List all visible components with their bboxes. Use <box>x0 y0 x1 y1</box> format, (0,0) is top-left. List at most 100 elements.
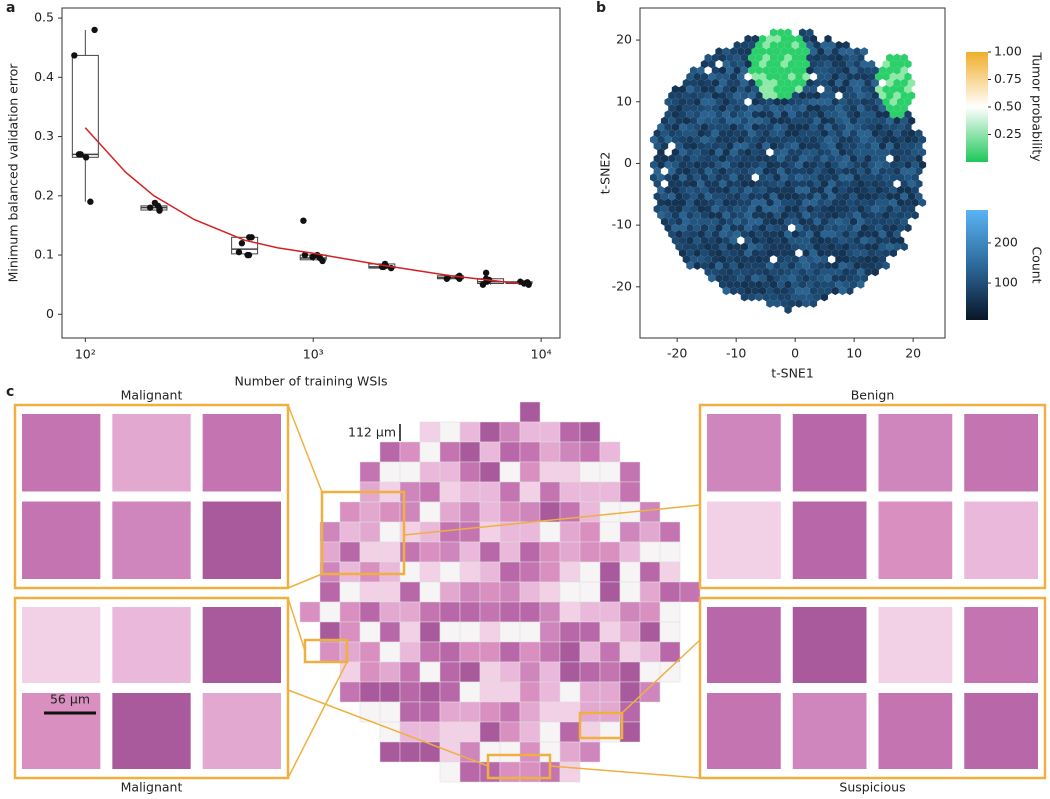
mosaic-tile <box>639 561 661 583</box>
hexbin-cell <box>893 66 901 75</box>
hexbin-cell <box>904 173 912 182</box>
hexbin-cell <box>868 110 876 119</box>
hexbin-cell <box>744 148 752 157</box>
hexbin-cell <box>900 217 908 226</box>
hexbin-cell <box>711 255 719 264</box>
hexbin-cell <box>878 141 887 151</box>
hexbin-cell <box>766 160 774 170</box>
hexbin-cell <box>751 135 759 144</box>
hexbin-cell <box>871 179 879 188</box>
mosaic-tile <box>439 701 461 723</box>
hexbin-cell <box>751 261 759 270</box>
hexbin-cell <box>722 148 730 157</box>
hexbin-cell <box>657 211 665 220</box>
hexbin-cell <box>813 78 821 88</box>
hexbin-cell <box>780 198 788 207</box>
mosaic-tile <box>579 601 601 623</box>
mosaic-tile <box>519 721 541 743</box>
hexbin-cell <box>857 91 865 100</box>
hexbin-cell <box>791 179 799 188</box>
hexbin-cell <box>871 116 879 125</box>
hexbin-cell <box>769 192 778 201</box>
hexbin-cell <box>722 47 730 56</box>
mosaic-tile <box>579 581 601 603</box>
hexbin-cell <box>784 204 792 214</box>
hexbin-cell <box>719 230 727 239</box>
hexbin-cell <box>766 135 774 144</box>
hexbin-cell <box>700 223 709 233</box>
hexbin-cell <box>907 192 916 201</box>
hexbin-cell <box>846 47 854 56</box>
hexbin-cell <box>780 34 788 44</box>
hexbin-cell <box>824 274 832 283</box>
hexbin-cell <box>704 53 712 62</box>
hexbin-cell <box>777 242 785 251</box>
hexbin-cell <box>878 129 887 138</box>
mosaic-tile <box>459 581 481 603</box>
hexbin-cell <box>915 192 923 201</box>
hexbin-cell <box>715 261 723 270</box>
hexbin-cell <box>671 198 679 207</box>
hexbin-cell <box>882 248 890 258</box>
y-tick-label: 0 <box>46 306 54 321</box>
hexbin-cell <box>875 261 883 270</box>
hexbin-cell <box>693 122 701 132</box>
hexbin-cell <box>668 129 676 138</box>
hexbin-cell <box>882 72 890 81</box>
hexbin-cell <box>904 59 912 69</box>
hexbin-cell <box>802 185 810 195</box>
hexbin-cell <box>824 148 832 157</box>
hexbin-cell <box>722 286 730 296</box>
hexbin-cell <box>708 72 716 81</box>
hexbin-cell <box>759 110 767 119</box>
hexbin-cell <box>708 236 716 245</box>
hexbin-cell <box>838 85 847 94</box>
hexbin-cell <box>846 248 854 258</box>
mosaic-tile <box>499 581 521 603</box>
hexbin-cell <box>729 211 738 220</box>
hexbin-cell <box>828 204 836 214</box>
hexbin-cell <box>871 154 879 163</box>
hexbin-cell <box>773 160 781 170</box>
hexbin-cell <box>704 179 712 188</box>
hexbin-cell <box>780 274 788 283</box>
hexbin-cell <box>759 211 767 220</box>
hexbin-cell <box>769 78 778 88</box>
hexbin-cell <box>853 236 861 245</box>
mosaic-tile <box>399 621 421 643</box>
colorbar-tick-label: 100 <box>994 275 1018 290</box>
hexbin-cell <box>860 85 868 94</box>
mosaic-tile <box>459 501 481 523</box>
hexbin-cell <box>769 53 778 62</box>
hexbin-cell <box>769 91 778 100</box>
hexbin-cell <box>664 110 672 119</box>
hexbin-cell <box>846 274 854 283</box>
colorbar-tick-label: 1.00 <box>994 44 1022 59</box>
y-tick-label: 0.2 <box>34 187 54 202</box>
hexbin-cell <box>693 110 701 119</box>
mosaic-tile <box>599 501 621 523</box>
hexbin-cell <box>835 129 843 138</box>
hexbin-cell <box>842 255 850 264</box>
hexbin-cell <box>820 154 828 163</box>
hexbin-cell <box>759 261 767 270</box>
hexbin-cell <box>849 154 858 163</box>
hexbin-cell <box>791 41 799 50</box>
hexbin-cell <box>817 211 825 220</box>
mosaic-tile <box>559 441 581 463</box>
hexbin-cell <box>820 141 828 151</box>
hexbin-cell <box>657 198 665 207</box>
mosaic-tile <box>359 601 381 623</box>
hexbin-cell <box>802 173 810 182</box>
mosaic-tile <box>439 601 461 623</box>
hexbin-cell <box>748 192 756 201</box>
mosaic-tile <box>419 481 441 503</box>
mosaic-tile <box>459 561 481 583</box>
hexbin-cell <box>722 110 730 119</box>
hexbin-cell <box>759 286 767 296</box>
hexbin-cell <box>690 116 698 125</box>
mosaic-tile <box>499 481 521 503</box>
hexbin-cell <box>900 66 908 75</box>
hexbin-cell <box>693 160 701 170</box>
mosaic-tile <box>559 541 581 563</box>
